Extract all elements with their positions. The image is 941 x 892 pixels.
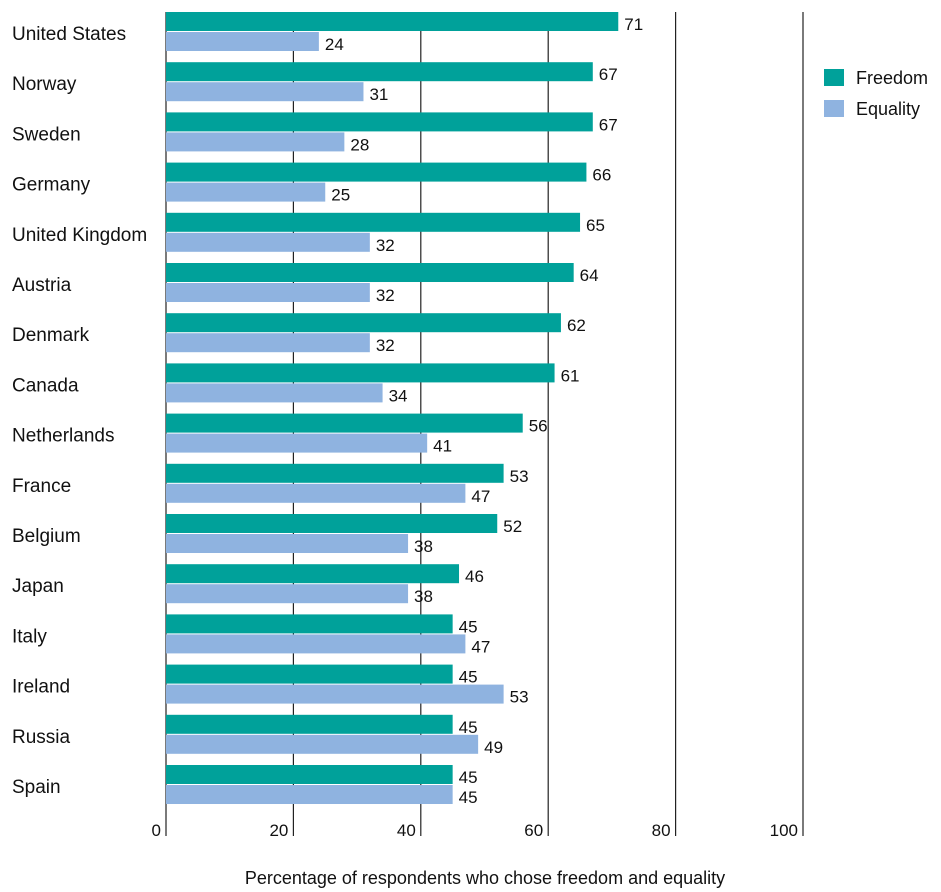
bar-equality bbox=[166, 785, 453, 804]
value-label: 61 bbox=[561, 366, 580, 385]
value-label: 62 bbox=[567, 316, 586, 335]
value-label: 56 bbox=[529, 417, 548, 436]
bar-freedom bbox=[166, 12, 619, 31]
bar-equality bbox=[166, 734, 479, 754]
country-label: Japan bbox=[12, 576, 64, 597]
bar-freedom bbox=[166, 313, 561, 333]
country-label: Denmark bbox=[12, 325, 90, 346]
country-label: Netherlands bbox=[12, 426, 114, 447]
value-label: 47 bbox=[471, 487, 490, 506]
bar-equality bbox=[166, 232, 370, 252]
x-tick-label: 60 bbox=[524, 821, 543, 840]
legend: Freedom Equality bbox=[824, 68, 928, 119]
value-label: 31 bbox=[369, 85, 388, 104]
bar-freedom bbox=[166, 765, 453, 784]
value-label: 41 bbox=[433, 437, 452, 456]
country-label: Sweden bbox=[12, 124, 81, 145]
value-label: 38 bbox=[414, 587, 433, 606]
value-label: 34 bbox=[389, 386, 408, 405]
value-label: 53 bbox=[510, 467, 529, 486]
bar-freedom bbox=[166, 463, 504, 483]
bar-freedom bbox=[166, 564, 460, 584]
country-label: United Kingdom bbox=[12, 225, 147, 246]
bar-freedom bbox=[166, 413, 523, 433]
value-label: 67 bbox=[599, 115, 618, 134]
legend-label-freedom: Freedom bbox=[856, 68, 928, 88]
bar-freedom bbox=[166, 112, 593, 132]
country-label: Germany bbox=[12, 175, 91, 196]
country-label: Austria bbox=[12, 275, 72, 296]
country-label: Norway bbox=[12, 74, 77, 95]
bar-freedom bbox=[166, 263, 574, 282]
country-label: France bbox=[12, 476, 71, 497]
value-label: 71 bbox=[624, 15, 643, 34]
legend-label-equality: Equality bbox=[856, 99, 920, 119]
value-label: 52 bbox=[503, 517, 522, 536]
value-label: 49 bbox=[484, 738, 503, 757]
value-label: 67 bbox=[599, 65, 618, 84]
value-label: 45 bbox=[459, 668, 478, 687]
country-labels: United States Norway Sweden Germany United K… bbox=[12, 24, 147, 798]
value-label: 45 bbox=[459, 718, 478, 737]
legend-swatch-freedom bbox=[824, 69, 844, 86]
bar-freedom bbox=[166, 62, 593, 82]
bar-freedom bbox=[166, 162, 587, 182]
bar-freedom bbox=[166, 212, 581, 232]
value-label: 45 bbox=[459, 788, 478, 807]
bar-equality bbox=[166, 483, 466, 503]
value-label: 53 bbox=[510, 688, 529, 707]
bar-equality bbox=[166, 584, 409, 604]
x-tick-label: 80 bbox=[652, 821, 671, 840]
bar-equality bbox=[166, 283, 370, 302]
country-label: United States bbox=[12, 24, 126, 45]
x-tick-label: 100 bbox=[770, 821, 798, 840]
x-axis-ticks: 0 20 40 60 80 100 bbox=[152, 821, 798, 840]
value-label: 32 bbox=[376, 236, 395, 255]
bar-equality bbox=[166, 534, 409, 553]
x-tick-label: 40 bbox=[397, 821, 416, 840]
bar-equality bbox=[166, 634, 466, 654]
bars-group bbox=[166, 12, 619, 804]
value-label: 64 bbox=[580, 266, 599, 285]
value-label: 45 bbox=[459, 617, 478, 636]
bar-equality bbox=[166, 433, 428, 453]
value-labels: 71 24 67 31 67 28 66 25 65 32 64 32 62 32 61 34 56 41 53 47… bbox=[325, 15, 643, 807]
bar-freedom bbox=[166, 514, 498, 533]
value-label: 28 bbox=[350, 135, 369, 154]
value-label: 24 bbox=[325, 35, 344, 54]
bar-equality bbox=[166, 82, 364, 102]
x-axis-label: Percentage of respondents who chose free… bbox=[245, 868, 725, 888]
value-label: 32 bbox=[376, 336, 395, 355]
x-tick-label: 0 bbox=[152, 821, 161, 840]
bar-freedom bbox=[166, 614, 453, 634]
bar-equality bbox=[166, 32, 319, 51]
country-label: Ireland bbox=[12, 677, 70, 698]
bar-freedom bbox=[166, 363, 555, 383]
country-label: Canada bbox=[12, 375, 79, 396]
value-label: 25 bbox=[331, 186, 350, 205]
bar-freedom bbox=[166, 714, 453, 734]
country-label: Russia bbox=[12, 727, 71, 748]
x-tick-label: 20 bbox=[269, 821, 288, 840]
bar-freedom bbox=[166, 664, 453, 684]
bar-equality bbox=[166, 333, 370, 353]
value-label: 66 bbox=[592, 166, 611, 185]
bar-equality bbox=[166, 684, 504, 704]
bar-equality bbox=[166, 182, 326, 202]
bar-equality bbox=[166, 132, 345, 152]
value-label: 32 bbox=[376, 286, 395, 305]
country-label: Italy bbox=[12, 626, 47, 647]
value-label: 38 bbox=[414, 537, 433, 556]
bar-equality bbox=[166, 383, 383, 403]
value-label: 45 bbox=[459, 768, 478, 787]
legend-swatch-equality bbox=[824, 100, 844, 117]
value-label: 65 bbox=[586, 216, 605, 235]
country-label: Spain bbox=[12, 777, 61, 798]
value-label: 47 bbox=[471, 637, 490, 656]
country-label: Belgium bbox=[12, 526, 81, 547]
value-label: 46 bbox=[465, 567, 484, 586]
